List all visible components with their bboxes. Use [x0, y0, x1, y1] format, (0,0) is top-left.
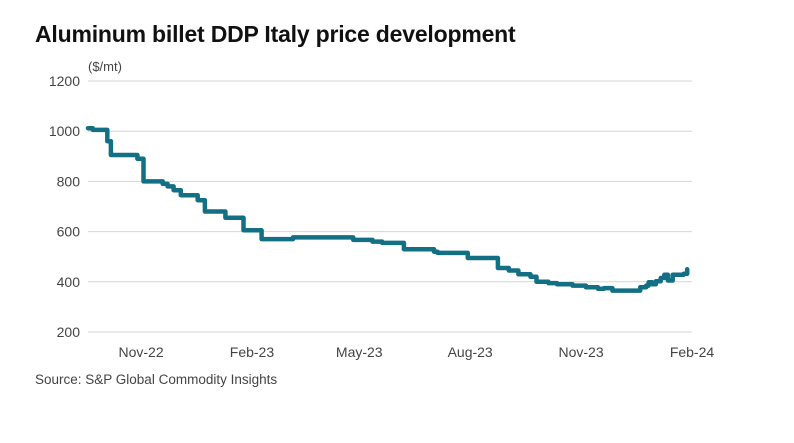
y-tick-label: 1000 — [49, 123, 80, 139]
y-axis-ticks: 200 400 600 800 1000 1200 — [49, 73, 80, 340]
gridlines — [88, 80, 692, 333]
x-tick-label: May-23 — [336, 344, 383, 360]
x-tick-label: Feb-24 — [670, 344, 715, 360]
x-tick-label: Nov-22 — [118, 344, 163, 360]
source-note: Source: S&P Global Commodity Insights — [35, 372, 278, 387]
x-tick-label: Aug-23 — [448, 344, 493, 360]
y-tick-label: 800 — [57, 173, 81, 189]
y-tick-label: 600 — [57, 224, 81, 240]
chart-title: Aluminum billet DDP Italy price developm… — [35, 21, 516, 47]
y-axis-unit-label: ($/mt) — [88, 59, 122, 74]
series-layer — [85, 125, 690, 293]
y-tick-label: 200 — [57, 324, 81, 340]
series-line-aluminum-billet-price — [85, 125, 690, 293]
y-tick-label: 400 — [57, 274, 81, 290]
x-tick-label: Nov-23 — [559, 344, 604, 360]
x-axis-ticks: Nov-22 Feb-23 May-23 Aug-23 Nov-23 Feb-24 — [118, 344, 714, 360]
y-tick-label: 1200 — [49, 73, 80, 89]
x-tick-label: Feb-23 — [230, 344, 275, 360]
